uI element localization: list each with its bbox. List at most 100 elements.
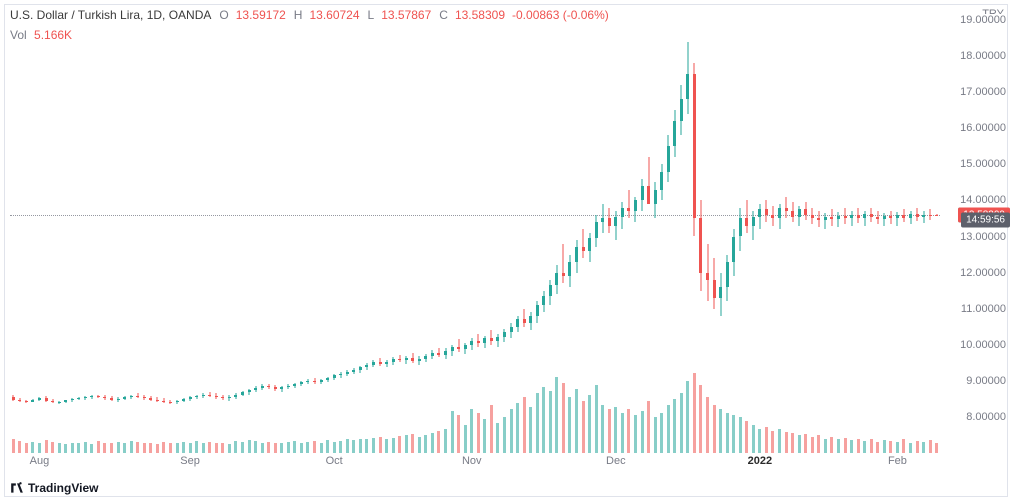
volume-bar[interactable]: [922, 442, 925, 453]
volume-bar[interactable]: [84, 442, 87, 453]
volume-bar[interactable]: [103, 443, 106, 453]
volume-bar[interactable]: [817, 435, 820, 453]
volume-bar[interactable]: [745, 421, 748, 453]
volume-bar[interactable]: [758, 429, 761, 453]
volume-bar[interactable]: [287, 442, 290, 453]
volume-bar[interactable]: [641, 411, 644, 453]
volume-bar[interactable]: [215, 443, 218, 453]
volume-bar[interactable]: [510, 409, 513, 453]
volume-bar[interactable]: [844, 438, 847, 453]
volume-bar[interactable]: [77, 443, 80, 453]
volume-bar[interactable]: [18, 441, 21, 453]
volume-bar[interactable]: [699, 385, 702, 453]
volume-bar[interactable]: [555, 377, 558, 453]
volume-bar[interactable]: [451, 411, 454, 453]
volume-bar[interactable]: [595, 385, 598, 453]
volume-bar[interactable]: [929, 440, 932, 453]
volume-bar[interactable]: [274, 443, 277, 453]
volume-bar[interactable]: [280, 443, 283, 453]
volume-bar[interactable]: [654, 417, 657, 453]
volume-bar[interactable]: [254, 441, 257, 453]
volume-bar[interactable]: [503, 417, 506, 453]
volume-bar[interactable]: [392, 438, 395, 453]
volume-bar[interactable]: [110, 443, 113, 453]
volume-bar[interactable]: [496, 423, 499, 453]
volume-bar[interactable]: [477, 413, 480, 453]
volume-bar[interactable]: [529, 407, 532, 453]
volume-bar[interactable]: [824, 439, 827, 453]
volume-bar[interactable]: [45, 440, 48, 453]
volume-bar[interactable]: [588, 395, 591, 453]
tradingview-brand[interactable]: TradingView: [10, 481, 98, 495]
volume-bar[interactable]: [97, 441, 100, 453]
volume-bar[interactable]: [634, 415, 637, 453]
volume-bar[interactable]: [156, 444, 159, 453]
volume-bar[interactable]: [876, 442, 879, 453]
volume-bar[interactable]: [71, 443, 74, 453]
volume-bar[interactable]: [221, 443, 224, 453]
volume-bar[interactable]: [189, 443, 192, 453]
volume-bar[interactable]: [306, 442, 309, 453]
volume-bar[interactable]: [123, 443, 126, 453]
volume-bar[interactable]: [798, 435, 801, 453]
volume-bar[interactable]: [647, 401, 650, 453]
volume-bar[interactable]: [162, 442, 165, 453]
volume-bar[interactable]: [339, 441, 342, 453]
volume-bar[interactable]: [909, 443, 912, 453]
volume-bar[interactable]: [765, 427, 768, 453]
volume-bar[interactable]: [804, 434, 807, 453]
volume-bar[interactable]: [680, 393, 683, 453]
volume-bar[interactable]: [359, 439, 362, 453]
volume-bar[interactable]: [693, 373, 696, 453]
volume-bar[interactable]: [706, 397, 709, 453]
volume-bar[interactable]: [352, 440, 355, 453]
volume-bar[interactable]: [234, 441, 237, 453]
volume-bar[interactable]: [791, 433, 794, 453]
volume-bar[interactable]: [523, 397, 526, 453]
volume-bar[interactable]: [431, 433, 434, 453]
volume-bar[interactable]: [863, 441, 866, 453]
volume-bar[interactable]: [726, 413, 729, 453]
volume-bar[interactable]: [365, 439, 368, 453]
volume-bar[interactable]: [713, 405, 716, 453]
volume-bar[interactable]: [902, 439, 905, 453]
volume-bar[interactable]: [424, 435, 427, 453]
volume-bar[interactable]: [25, 443, 28, 453]
volume-bar[interactable]: [883, 440, 886, 453]
volume-bar[interactable]: [372, 438, 375, 453]
volume-bar[interactable]: [850, 440, 853, 453]
volume-bar[interactable]: [935, 443, 938, 453]
volume-bar[interactable]: [621, 413, 624, 453]
volume-bar[interactable]: [143, 443, 146, 453]
volume-bar[interactable]: [719, 409, 722, 453]
x-axis[interactable]: AugSepOctNovDec2022Feb: [10, 455, 940, 473]
volume-bar[interactable]: [785, 432, 788, 453]
volume-bar[interactable]: [241, 442, 244, 453]
volume-bar[interactable]: [608, 409, 611, 453]
volume-bar[interactable]: [568, 397, 571, 453]
price-chart[interactable]: [10, 20, 940, 453]
volume-bar[interactable]: [811, 437, 814, 453]
volume-bar[interactable]: [130, 441, 133, 453]
volume-bar[interactable]: [614, 407, 617, 453]
volume-bar[interactable]: [90, 444, 93, 453]
volume-bar[interactable]: [293, 441, 296, 453]
volume-bar[interactable]: [136, 442, 139, 453]
volume-bar[interactable]: [169, 443, 172, 453]
volume-bar[interactable]: [464, 425, 467, 453]
volume-bar[interactable]: [346, 439, 349, 453]
volume-bar[interactable]: [248, 440, 251, 453]
volume-bar[interactable]: [549, 391, 552, 453]
volume-bar[interactable]: [267, 442, 270, 453]
y-axis[interactable]: 19.0000018.0000017.0000016.0000015.00000…: [944, 20, 1012, 453]
volume-bar[interactable]: [896, 442, 899, 453]
volume-bar[interactable]: [857, 439, 860, 453]
volume-bar[interactable]: [202, 443, 205, 453]
volume-bar[interactable]: [385, 439, 388, 453]
volume-bar[interactable]: [542, 387, 545, 453]
volume-bar[interactable]: [536, 393, 539, 453]
volume-bar[interactable]: [405, 435, 408, 453]
volume-bar[interactable]: [470, 409, 473, 453]
volume-bar[interactable]: [418, 437, 421, 453]
volume-bar[interactable]: [490, 405, 493, 453]
